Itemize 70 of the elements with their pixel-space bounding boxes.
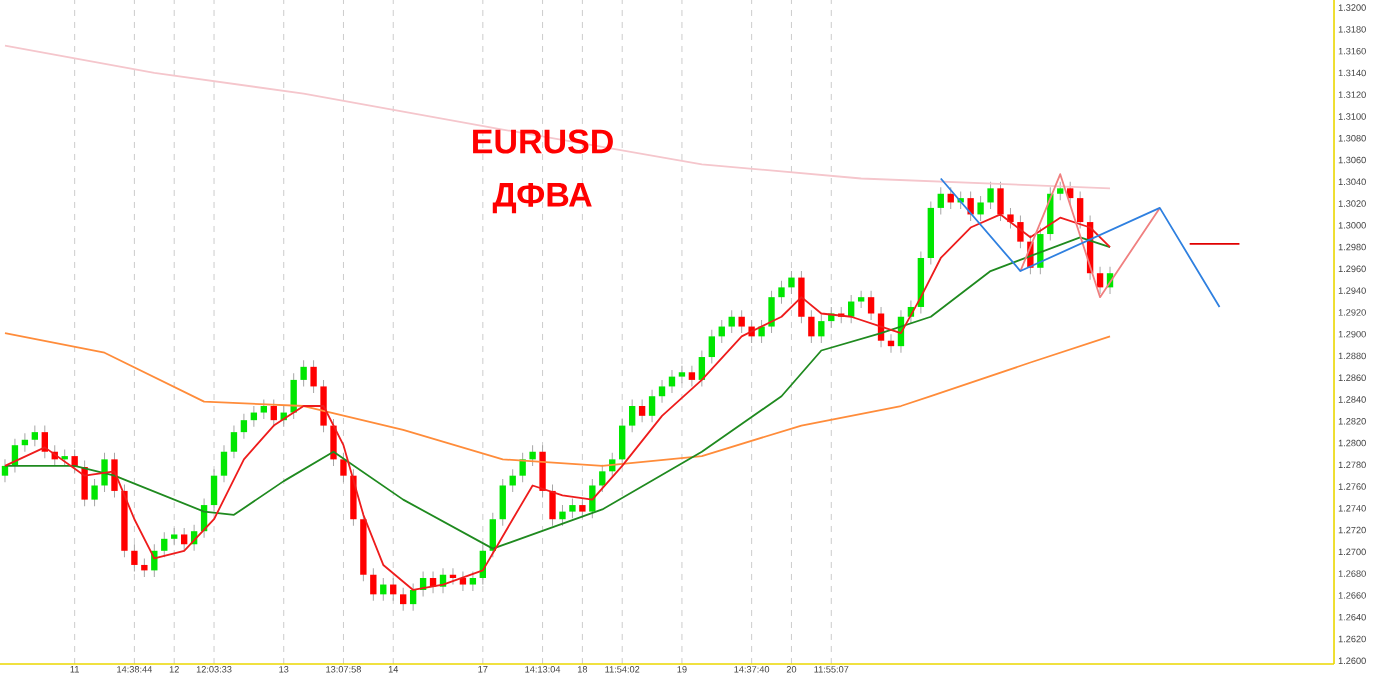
candlestick [937, 186, 944, 215]
candlestick [350, 468, 357, 527]
candlestick [987, 181, 994, 210]
candlestick [808, 309, 815, 344]
candlestick [529, 444, 536, 467]
candlestick [1, 458, 9, 483]
candlestick [857, 290, 865, 309]
candlestick [459, 570, 467, 592]
candlestick [300, 359, 307, 387]
candlestick [270, 398, 277, 428]
candlestick [728, 309, 735, 334]
line-series [939, 177, 1221, 308]
candlestick [400, 587, 407, 612]
candlestick [210, 468, 218, 513]
candlestick [628, 398, 636, 433]
candlestick [340, 452, 347, 483]
candlestick [579, 498, 586, 519]
candlestick [818, 314, 825, 344]
candlestick [1037, 227, 1044, 275]
candlestick [31, 425, 39, 447]
candlestick [559, 504, 566, 527]
candlestick [469, 570, 477, 592]
candlestick [648, 389, 656, 423]
candlestick [619, 418, 626, 467]
candlestick [967, 191, 974, 222]
candlestick [638, 398, 646, 423]
candlestick [997, 181, 1004, 222]
candlestick [240, 413, 248, 440]
candlestick [569, 498, 576, 519]
candlestick [758, 319, 765, 344]
candlestick [1096, 266, 1104, 295]
candlestick [409, 582, 417, 612]
candlestick [230, 425, 238, 459]
candlestick [91, 478, 98, 507]
candlestick [370, 567, 377, 602]
candlestick [549, 483, 556, 527]
candlestick [599, 464, 606, 493]
candlestick [708, 329, 715, 365]
text: EURUSD [473, 129, 613, 154]
candlestick [688, 365, 696, 387]
line-series [4, 236, 1111, 550]
line-series [1019, 173, 1161, 299]
candlestick [161, 531, 168, 558]
candlestick [141, 557, 148, 578]
candlestick [519, 452, 526, 483]
candlestick [260, 398, 267, 420]
candlestick [778, 280, 785, 305]
candlestick [1057, 181, 1064, 201]
candlestick [220, 444, 228, 483]
candlestick [101, 452, 108, 493]
candlestick [867, 290, 875, 321]
candlestick [81, 459, 88, 507]
candlestick [1076, 191, 1084, 230]
candlestick [798, 270, 805, 324]
candlestick [180, 527, 188, 552]
candlestick [738, 309, 745, 334]
candlestick [131, 543, 138, 572]
candlestick [768, 290, 775, 334]
text: ДФВА [492, 182, 592, 214]
candlestick [977, 195, 984, 222]
line-series [4, 332, 1111, 467]
candlestick [788, 270, 795, 295]
candlestick [658, 379, 666, 404]
candlestick [1017, 215, 1024, 249]
candlestick [589, 478, 596, 519]
candlestick [310, 359, 317, 394]
candlestick [678, 365, 686, 384]
candlestick [698, 350, 706, 387]
candlestick [499, 478, 506, 527]
candlestick [290, 372, 297, 420]
